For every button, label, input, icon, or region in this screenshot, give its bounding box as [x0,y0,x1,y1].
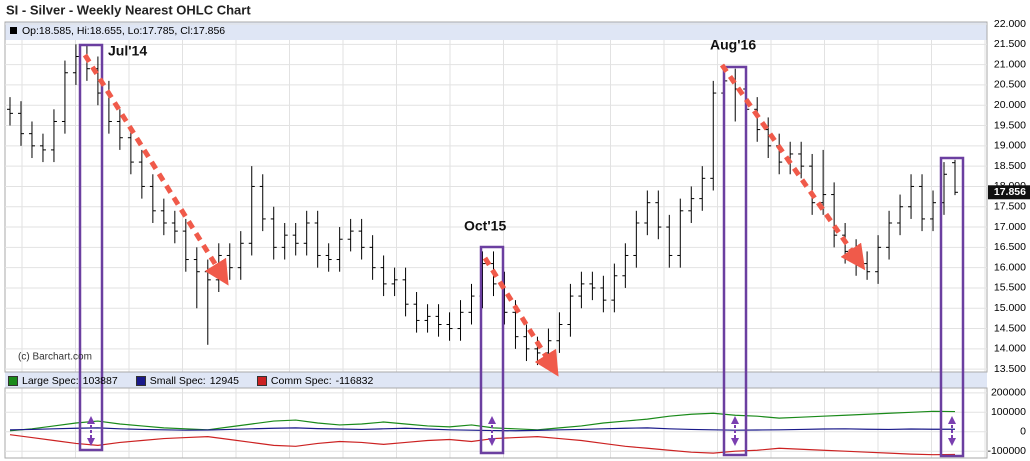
trend-arrow [719,63,866,271]
legend-swatch [135,376,146,386]
legend-bar [5,372,987,388]
y-tick-label: 21.500 [994,38,1026,50]
info-marker [10,27,17,34]
series-line [9,410,956,432]
info-bar [5,22,987,40]
legend-item: Comm Spec-116832 [256,375,374,387]
legend-value: 12945 [209,375,239,387]
legend-label: Comm Spec [271,375,332,387]
y-tick-label: 14.000 [994,343,1026,355]
y-tick-label: 20.000 [994,99,1026,111]
series-line [9,434,956,456]
y-tick-label: 19.000 [994,140,1026,152]
annotation: Oct'15 [464,218,506,234]
y-tick-label: 16.000 [994,261,1026,273]
chart-title: SI - Silver - Weekly Nearest OHLC Chart [6,2,251,17]
y-tick-label: 18.500 [994,160,1026,172]
highlight-box [479,245,505,455]
y-tick-label: 15.000 [994,302,1026,314]
source-note: (c) Barchart.com [18,352,92,363]
y-tick-label: 13.500 [994,363,1026,375]
series-line [9,427,956,432]
annotation: Aug'16 [710,37,756,53]
legend-value: 103887 [82,375,118,387]
legend-label: Large Spec [22,375,79,387]
y-tick-label: 17.000 [994,221,1026,233]
trend-arrow [82,53,229,286]
legend-value: -116832 [335,375,374,387]
legend-item: Small Spec12945 [135,375,239,387]
highlight-box [78,43,104,452]
y-tick-label: 14.500 [994,322,1026,334]
info-text: Op:18.585, Hi:18.655, Lo:17.785, Cl:17.8… [22,25,225,37]
y-tick-label: 15.500 [994,282,1026,294]
y-tick-label: 21.000 [994,58,1026,70]
legend-swatch [8,376,18,386]
y-tick-label: -100000 [987,445,1026,457]
highlight-box [939,156,965,458]
legend-swatch [256,376,267,386]
annotation: Jul'14 [108,43,147,59]
plot-frame [4,21,988,373]
y-tick-label: 20.500 [994,79,1026,91]
y-tick-label: 100000 [991,406,1026,418]
last-price-box [988,185,1030,200]
legend-label: Small Spec [150,375,206,387]
y-tick-label: 17.500 [994,201,1026,213]
y-tick-label: 22.000 [994,18,1026,30]
highlight-box [722,65,748,457]
y-tick-label: 0 [1020,426,1026,438]
trend-arrow [482,256,559,377]
y-tick-label: 16.500 [994,241,1026,253]
last-price-label: 17.856 [994,186,1026,198]
y-tick-label: 200000 [991,387,1026,399]
legend-item: Large Spec103887 [8,375,118,387]
y-tick-label: 19.500 [994,119,1026,131]
plot-frame [4,387,988,459]
legend: Large Spec103887 Small Spec12945 Comm Spec… [8,375,373,387]
